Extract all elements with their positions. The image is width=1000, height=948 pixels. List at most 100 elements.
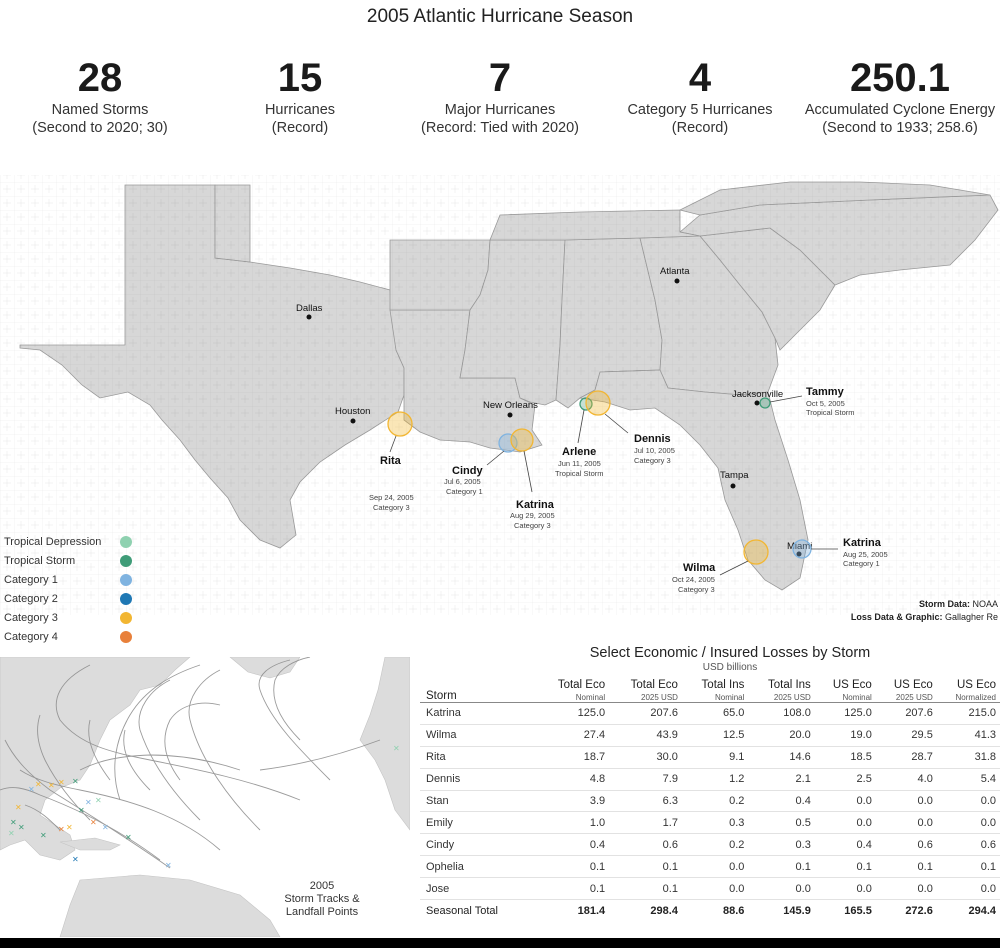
legend-swatch	[120, 574, 132, 586]
cell-value: 0.1	[936, 855, 1000, 879]
landfall-circle	[387, 411, 413, 437]
cell-storm: Rita	[420, 746, 537, 769]
cell-value: 4.8	[536, 768, 610, 791]
landfall-wilma[interactable]: Wilma Oct 24, 2005 Category 3	[672, 539, 769, 594]
cell-value: 3.9	[536, 790, 610, 813]
cell-value: 0.0	[875, 811, 937, 835]
table-row: Dennis 4.8 7.9 1.2 2.1 2.5 4.0 5.4	[420, 768, 1000, 791]
landfall-circle	[585, 390, 611, 416]
landfall-cindy[interactable]: Cindy Jul 6, 2005 Category 1	[444, 433, 518, 496]
cell-storm: Dennis	[420, 768, 537, 791]
svg-text:✕: ✕	[165, 861, 172, 870]
bottom-bar	[0, 938, 1000, 948]
land-south-america	[59, 874, 281, 937]
svg-text:✕: ✕	[18, 823, 25, 832]
landfall-circle	[759, 397, 771, 409]
city-dot	[674, 278, 680, 284]
cell-value: 4.0	[875, 768, 937, 791]
stat-sub: (Record)	[271, 120, 329, 136]
landfall-rita[interactable]: Rita Sep 24, 2005 Category 3	[369, 411, 414, 512]
column-header: Total Eco 2025 USD	[630, 679, 678, 702]
cell-value: 65.0	[681, 702, 749, 725]
landfall-category: Category 1	[843, 559, 880, 568]
stat-major-hurricanes: 7 Major Hurricanes (Record: Tied with 20…	[400, 55, 600, 137]
city-atlanta: Atlanta	[660, 266, 690, 284]
leader-line	[523, 450, 533, 493]
landfall-category: Category 3	[678, 585, 715, 594]
cell-value: 125.0	[814, 702, 876, 725]
city-label: New Orleans	[483, 400, 538, 411]
cell-value: 0.0	[681, 855, 749, 879]
landfall-tammy[interactable]: Tammy Oct 5, 2005 Tropical Storm	[759, 386, 854, 417]
inset-caption-line: Storm Tracks &	[284, 893, 360, 905]
landfall-arlene[interactable]: Arlene Jun 11, 2005 Tropical Storm	[555, 397, 603, 478]
table-total-row: Seasonal Total 181.4 298.4 88.6 145.9 165.5 27…	[420, 899, 1000, 922]
credit-loss-data: Loss Data & Graphic: Gallagher Re	[851, 611, 998, 624]
table-title: Select Economic / Insured Losses by Stor…	[589, 645, 871, 661]
landfall-date: Jul 10, 2005	[634, 446, 675, 455]
cell-storm: Ophelia	[420, 855, 537, 879]
table-row: Katrina 125.0 207.6 65.0 108.0 125.0 207.6 215.…	[420, 702, 1000, 725]
category-legend: Tropical Depression Tropical Storm Categ…	[4, 533, 144, 647]
credit-label: Storm Data:	[918, 599, 970, 609]
cell-value: 0.0	[936, 811, 1000, 835]
cell-value: 28.7	[875, 746, 937, 769]
city-label: Miami	[787, 541, 812, 552]
landfall-katrina-la[interactable]: Katrina Aug 29, 2005 Category 3	[510, 428, 555, 530]
landfall-category: Tropical Storm	[806, 408, 854, 417]
column-header-storm: Storm	[426, 690, 457, 702]
table-row: Ophelia 0.1 0.1 0.0 0.1 0.1 0.1 0.1	[420, 855, 1000, 879]
data-credits: Storm Data: NOAA Loss Data & Graphic: Ga…	[851, 598, 998, 624]
cell-value: 0.0	[814, 811, 876, 835]
table-subtitle: USD billions	[702, 662, 758, 673]
city-dot	[796, 551, 802, 557]
column-header: US Eco Nominal	[832, 679, 872, 702]
cell-value: 18.7	[536, 746, 610, 769]
cell-value: 0.1	[875, 855, 937, 879]
city-label: Tampa	[720, 470, 749, 481]
cell-value: 125.0	[536, 702, 610, 725]
cell-value: 12.5	[681, 724, 749, 747]
landfall-circle	[743, 539, 769, 565]
cell-value: 0.4	[814, 833, 876, 857]
city-dot	[507, 412, 513, 418]
leader-line	[719, 560, 749, 576]
city-miami: Miami	[787, 541, 812, 557]
landfall-dennis[interactable]: Dennis Jul 10, 2005 Category 3	[585, 390, 675, 465]
land-north-america	[0, 657, 191, 861]
cell-value: 0.0	[875, 790, 937, 813]
stats-row: 28 Named Storms (Second to 2020; 30) 15 …	[0, 55, 1000, 145]
cell-value: 0.0	[875, 877, 937, 901]
cell-value: 0.3	[748, 833, 815, 857]
legend-swatch	[120, 536, 132, 548]
landfall-name: Katrina	[516, 499, 555, 511]
landfall-katrina-fl[interactable]: Katrina Aug 25, 2005 Category 1	[792, 537, 888, 568]
cell-value: 207.6	[609, 702, 682, 725]
legend-label: Category 2	[4, 593, 58, 605]
landfall-name: Tammy	[806, 386, 845, 398]
cell-value: 7.9	[609, 768, 682, 791]
svg-text:✕: ✕	[58, 778, 65, 787]
cell-value: 0.6	[609, 833, 682, 857]
svg-text:✕: ✕	[58, 825, 65, 834]
land-africa	[359, 657, 410, 831]
landfall-map: Dallas Houston New Orleans Atlanta Jacks…	[0, 175, 1000, 615]
city-dot	[754, 400, 760, 406]
stat-value: 7	[488, 56, 512, 100]
svg-text:✕: ✕	[10, 818, 17, 827]
table-header-row: Storm Total Eco Nominal Total Eco 2025 USD…	[420, 679, 1000, 703]
landfall-date: Jun 11, 2005	[558, 459, 601, 468]
cell-value: 294.4	[936, 899, 1000, 922]
table-row: Cindy 0.4 0.6 0.2 0.3 0.4 0.6 0.6	[420, 833, 1000, 857]
cell-value: 165.5	[814, 899, 876, 922]
svg-text:✕: ✕	[40, 831, 47, 840]
column-header: Total Ins Nominal	[701, 679, 745, 702]
cell-storm: Katrina	[420, 702, 537, 725]
legend-label: Category 4	[4, 631, 58, 643]
cell-value: 0.0	[814, 877, 876, 901]
cell-value: 6.3	[609, 790, 682, 813]
city-dallas: Dallas	[296, 303, 323, 320]
stat-label: Hurricanes	[264, 102, 336, 118]
cell-value: 272.6	[875, 899, 937, 922]
cell-value: 145.9	[748, 899, 815, 922]
